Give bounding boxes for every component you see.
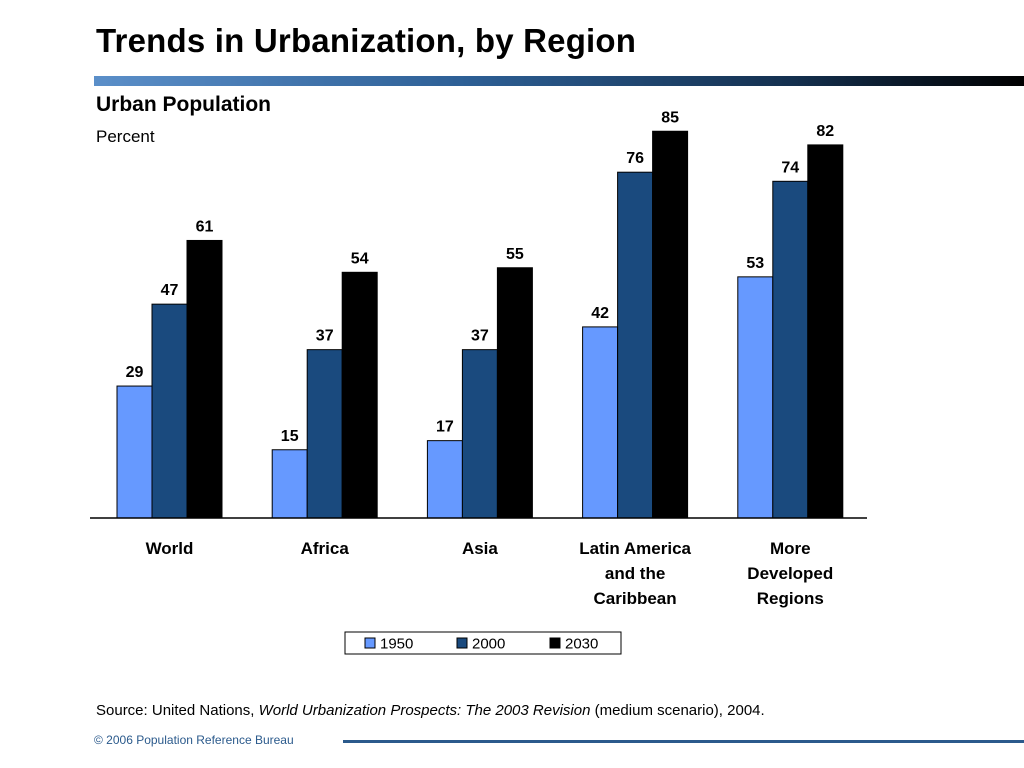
x-tick-label-line: World — [146, 539, 194, 558]
data-label-series-2030-1: 54 — [351, 250, 369, 267]
footer-copyright: © 2006 Population Reference Bureau — [94, 733, 294, 747]
footer-rule — [343, 740, 1024, 743]
data-label-series-2000-1: 37 — [316, 328, 334, 345]
x-tick-label-line: Regions — [757, 589, 824, 608]
x-tick-label-4: More Developed Regions — [747, 539, 833, 608]
data-label-series-2000-4: 74 — [781, 159, 799, 176]
bar-series-2030-3 — [652, 130, 689, 519]
bar-series-2000-4 — [772, 180, 809, 519]
source-prefix: Source: United Nations, — [96, 702, 259, 719]
bar-series-2000-0 — [151, 303, 188, 519]
data-label-series-1950-2: 17 — [436, 419, 454, 436]
x-tick-label-line: and the — [605, 564, 665, 583]
x-tick-label-line: Asia — [462, 539, 498, 558]
x-tick-label-line: Africa — [301, 539, 350, 558]
bar-series-2000-2 — [461, 349, 498, 519]
x-tick-label-1: Africa — [301, 539, 350, 558]
bar-series-2030-1 — [341, 271, 378, 519]
data-label-series-2030-3: 85 — [661, 109, 679, 126]
bar-series-1950-0 — [116, 385, 153, 519]
bar-chart: 29 47 61 World 15 37 54 Africa 17 37 55 Asia 42 76 85 L… — [90, 109, 867, 655]
data-label-series-1950-4: 53 — [746, 255, 764, 272]
legend-label-series-2000: 2000 — [472, 636, 505, 653]
slide-title: Trends in Urbanization, by Region — [96, 22, 637, 59]
legend-swatch-series-2000 — [456, 637, 468, 649]
chart-unit-label: Percent — [96, 127, 155, 146]
bar-series-2030-4 — [807, 144, 844, 519]
legend-swatch-series-2030 — [549, 637, 561, 649]
chart-title: Urban Population — [96, 93, 271, 116]
bar-series-2000-3 — [617, 171, 654, 519]
x-tick-label-line: Developed — [747, 564, 833, 583]
x-tick-label-2: Asia — [462, 539, 498, 558]
source-suffix: (medium scenario), 2004. — [590, 702, 765, 719]
bar-series-1950-1 — [271, 449, 308, 519]
bar-series-2000-1 — [306, 349, 343, 519]
data-label-series-2030-0: 61 — [196, 218, 214, 235]
bar-series-1950-2 — [426, 440, 463, 519]
legend-swatch-series-1950 — [364, 637, 376, 649]
source-note: Source: United Nations, World Urbanizati… — [96, 702, 765, 719]
bar-series-1950-3 — [582, 326, 619, 519]
x-tick-label-3: Latin America and the Caribbean — [579, 539, 691, 608]
data-label-series-1950-1: 15 — [281, 428, 299, 445]
data-label-series-2030-4: 82 — [816, 123, 834, 140]
bar-series-2030-2 — [496, 267, 533, 519]
data-label-series-1950-0: 29 — [126, 364, 144, 381]
data-label-series-2030-2: 55 — [506, 246, 524, 263]
x-tick-label-line: More — [770, 539, 811, 558]
data-label-series-1950-3: 42 — [591, 305, 609, 322]
title-rule — [94, 76, 1024, 86]
bar-series-1950-4 — [737, 276, 774, 519]
data-label-series-2000-3: 76 — [626, 150, 644, 167]
x-tick-label-0: World — [146, 539, 194, 558]
bar-series-2030-0 — [186, 239, 223, 519]
legend-label-series-2030: 2030 — [565, 636, 598, 653]
x-tick-label-line: Caribbean — [594, 589, 677, 608]
x-tick-label-line: Latin America — [579, 539, 691, 558]
data-label-series-2000-2: 37 — [471, 328, 489, 345]
legend-label-series-1950: 1950 — [380, 636, 413, 653]
source-title: World Urbanization Prospects: The 2003 R… — [258, 702, 591, 719]
data-label-series-2000-0: 47 — [161, 282, 179, 299]
